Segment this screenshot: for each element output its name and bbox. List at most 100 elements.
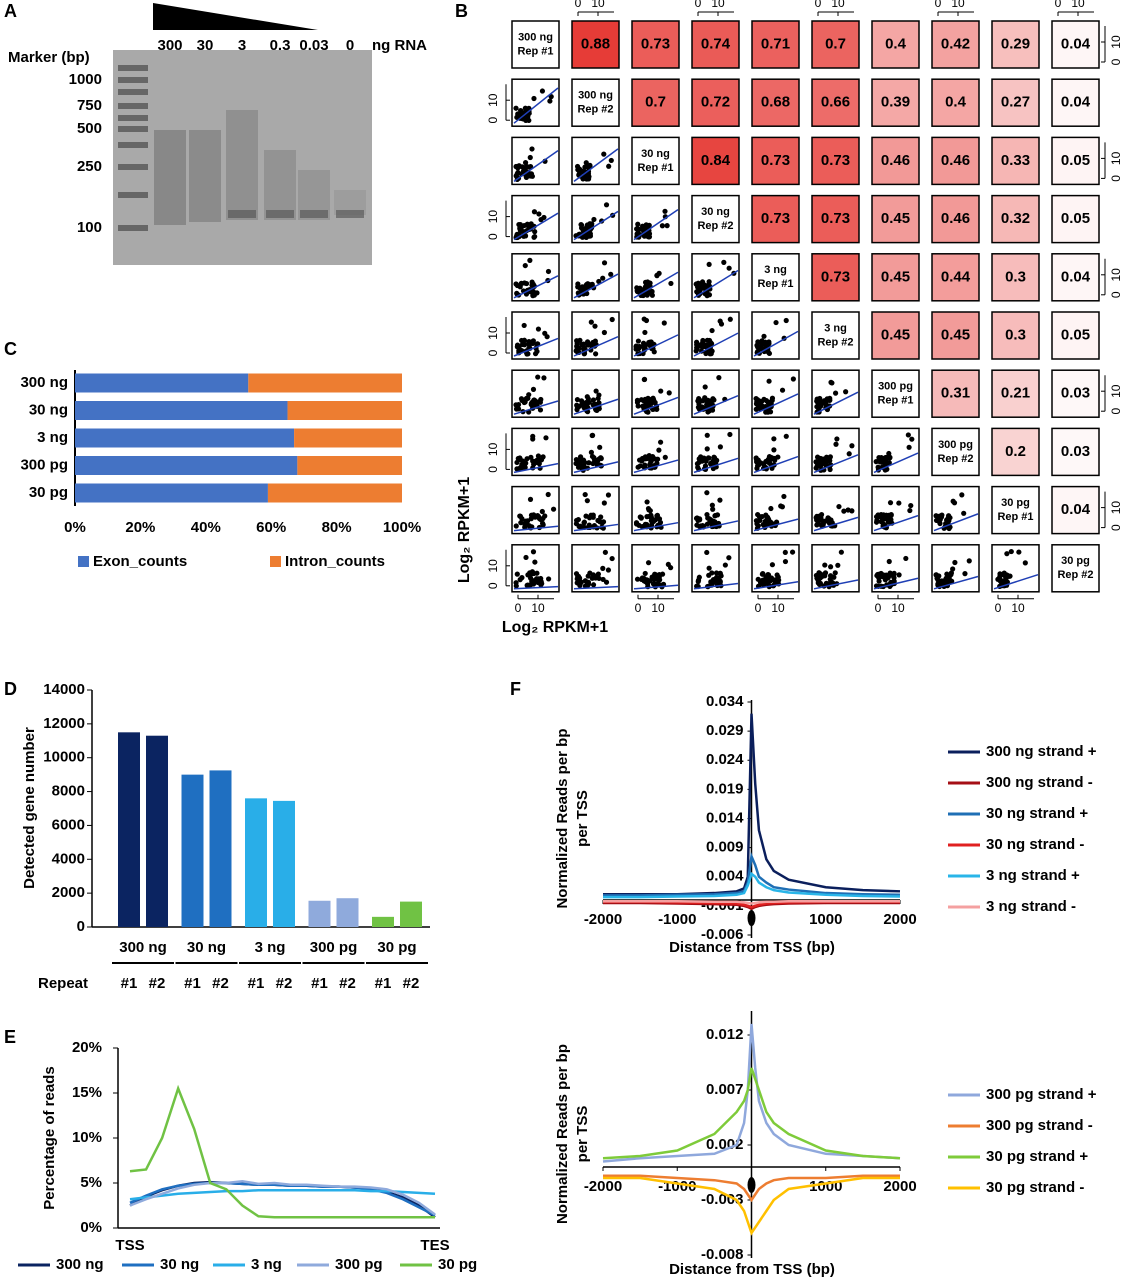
scatter-dot xyxy=(647,508,653,514)
scatter-dot xyxy=(573,460,579,467)
correlation-value: 0.05 xyxy=(1061,326,1090,343)
correlation-value: 0.74 xyxy=(701,35,731,52)
correlation-cell xyxy=(871,78,920,127)
scatter-dot xyxy=(530,549,537,555)
scatter-dot xyxy=(768,505,774,512)
scatter-dot xyxy=(515,402,522,408)
lane-label: 30 xyxy=(197,37,214,54)
scatter-dot xyxy=(582,583,589,589)
scatter-dot xyxy=(908,502,914,509)
axis-tick-label: 10 xyxy=(1109,151,1121,165)
correlation-cell xyxy=(931,311,980,360)
fit-line xyxy=(633,521,679,532)
scatter-dot xyxy=(886,558,892,565)
scatter-dot xyxy=(1004,551,1010,557)
scatter-dot xyxy=(834,436,840,442)
scatter-dot xyxy=(1008,548,1014,555)
correlation-cell xyxy=(1051,311,1100,360)
y-tick-label: 0.019 xyxy=(706,780,744,797)
scatter-dot xyxy=(542,330,548,336)
scatter-dot xyxy=(532,233,538,240)
scatter-dot xyxy=(513,523,519,529)
correlation-value: 0.04 xyxy=(1061,268,1091,285)
scatter-dot xyxy=(753,406,759,412)
fit-line xyxy=(633,334,679,357)
x-axis-title: Distance from TSS (bp) xyxy=(669,1261,835,1278)
axis-tick-label: 0 xyxy=(635,601,642,615)
scatter-dot xyxy=(600,565,606,571)
scatter-dot xyxy=(702,395,708,401)
bar-segment xyxy=(287,401,402,420)
scatter-dot xyxy=(577,454,584,460)
x-tick-label: 20% xyxy=(125,519,155,536)
correlation-value: 0.46 xyxy=(941,210,970,227)
marker-band xyxy=(118,225,148,231)
scatter-dot xyxy=(878,512,884,518)
correlation-value: 0.73 xyxy=(761,210,790,227)
scatter-dot xyxy=(535,374,541,380)
scatter-dot xyxy=(754,521,760,527)
scatter-dot xyxy=(726,555,732,561)
y-tick-label: 5% xyxy=(80,1174,102,1191)
correlation-value: 0.04 xyxy=(1061,35,1091,52)
y-tick-label: 0 xyxy=(77,918,85,935)
scatter-dot xyxy=(759,571,765,577)
scatter-dot xyxy=(771,447,777,453)
scatter-dot xyxy=(592,323,598,329)
y-axis-title: Normalized Reads per bp xyxy=(554,1044,571,1224)
marker-title: Marker (bp) xyxy=(8,49,90,66)
x-axis-title: Distance from TSS (bp) xyxy=(669,939,835,956)
scatter-dot xyxy=(534,348,540,355)
scatter-dot xyxy=(583,160,589,166)
scatter-dot xyxy=(654,513,660,519)
bar-segment xyxy=(75,401,288,420)
scatter-dot xyxy=(704,490,710,496)
axis-tick-label: 10 xyxy=(486,559,500,573)
scatter-dot xyxy=(966,558,972,564)
scatter-dot xyxy=(664,223,670,229)
axis-tick-label: 0 xyxy=(1109,408,1121,415)
marker-size: 250 xyxy=(77,158,102,175)
scatter-dot xyxy=(519,516,525,522)
scatter-dot xyxy=(517,577,523,583)
scatter-dot xyxy=(822,570,829,576)
scatter-dot xyxy=(526,392,532,398)
scatter-dot xyxy=(637,463,643,469)
diagonal-cell xyxy=(631,136,680,186)
scatter-dot xyxy=(639,524,645,530)
series-line xyxy=(603,851,901,897)
scatter-dot xyxy=(636,457,643,463)
scatter-dot xyxy=(756,461,762,467)
fit-line xyxy=(993,574,1039,590)
scatter-dot xyxy=(761,333,767,339)
bar-segment xyxy=(248,373,402,393)
scatter-dot xyxy=(597,444,603,450)
scatter-dot xyxy=(646,231,653,237)
scatter-dot xyxy=(634,399,641,405)
scatter-dot xyxy=(590,460,596,467)
scatter-dot xyxy=(644,514,650,520)
scatter-dot xyxy=(950,566,956,572)
correlation-cell xyxy=(931,253,980,302)
correlation-cell xyxy=(691,78,740,127)
gel-image xyxy=(113,50,372,265)
correlation-value: 0.73 xyxy=(761,152,790,169)
panel-label: C xyxy=(4,339,17,359)
scatter-dot xyxy=(593,351,599,357)
correlation-cell xyxy=(691,136,740,186)
y-tick-label: 0.004 xyxy=(706,868,744,885)
scatter-dot xyxy=(706,455,712,461)
correlation-value: 0.71 xyxy=(761,35,790,52)
correlation-value: 0.73 xyxy=(821,152,850,169)
fit-line xyxy=(753,330,799,357)
axis-tick-label: 10 xyxy=(831,0,845,10)
x-tick-label: 2000 xyxy=(883,911,916,928)
scatter-dot xyxy=(536,211,542,217)
scatter-dot xyxy=(654,272,660,278)
correlation-value: 0.66 xyxy=(821,94,850,111)
fit-line xyxy=(573,398,619,415)
marker-band xyxy=(118,126,148,132)
correlation-cell xyxy=(811,78,860,127)
correlation-cell xyxy=(931,369,980,418)
